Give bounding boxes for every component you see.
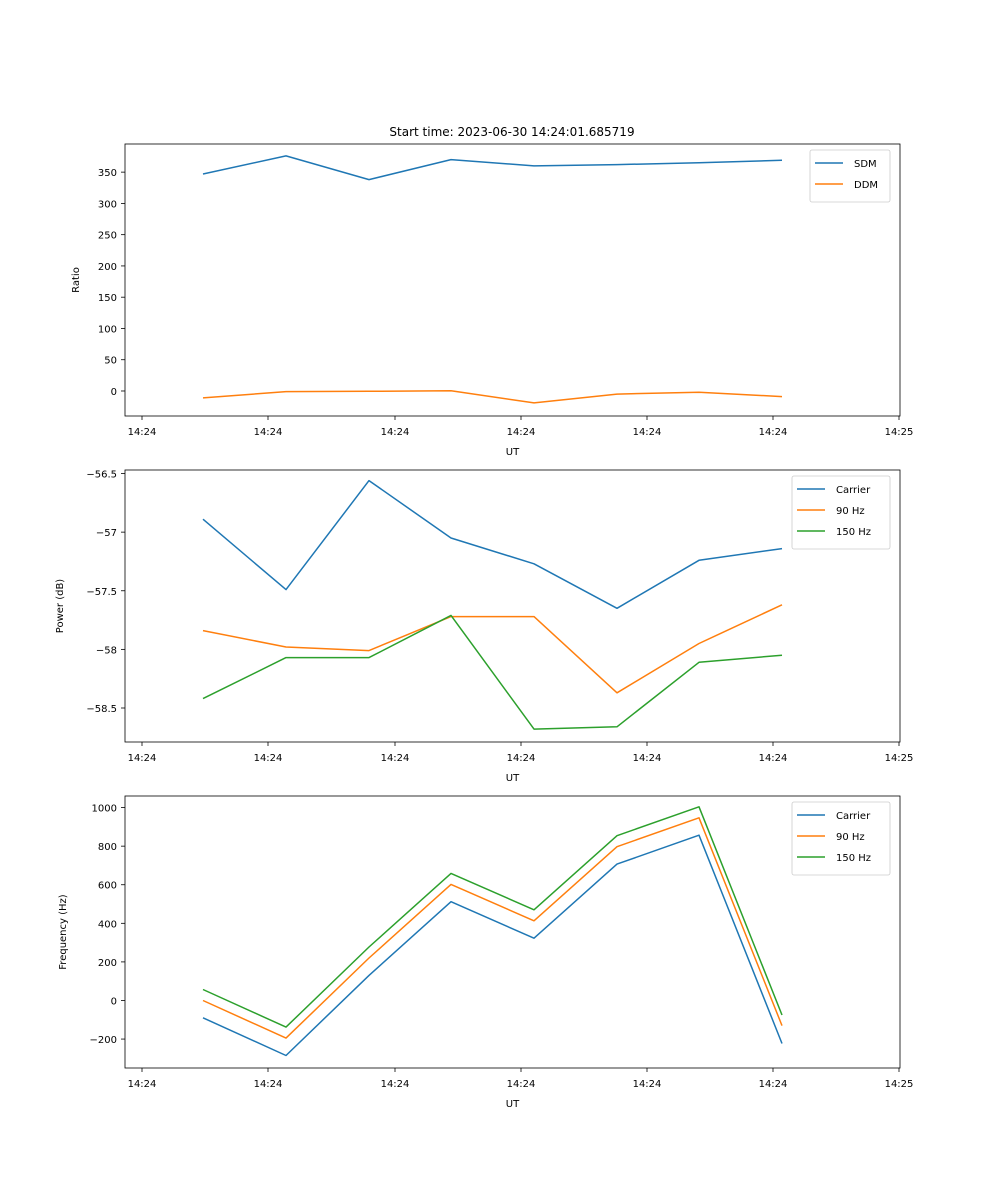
subplot-1: 14:24 14:24 14:24 14:24 14:24 14:24 14:25 UT 0 50…: [71, 143, 914, 458]
y-tick-label: −58: [96, 645, 117, 656]
x-tick-label: 14:25: [885, 753, 914, 764]
x-tick-label: 14:24: [507, 1079, 536, 1090]
legend-frame: [809, 149, 891, 203]
subplot-3: 14:24 14:24 14:24 14:24 14:24 14:24 14:25 UT −20…: [58, 795, 914, 1110]
x-tick-label: 14:24: [254, 427, 283, 438]
legend: Carrier 90 Hz 150 Hz: [791, 475, 891, 550]
x-tick-label: 14:24: [254, 753, 283, 764]
y-tick-label: 350: [98, 168, 117, 179]
axes-frame: [124, 143, 901, 417]
y-tick-label: 400: [98, 919, 117, 930]
series-line-sdm: [202, 155, 783, 181]
series-line-150-hz: [202, 614, 783, 730]
x-tick-label: 14:24: [381, 1079, 410, 1090]
y-tick-label: 300: [98, 199, 117, 210]
legend-label: 150 Hz: [836, 853, 871, 864]
x-tick-label: 14:24: [633, 1079, 662, 1090]
y-tick-label: 200: [98, 262, 117, 273]
y-tick-label: 200: [98, 958, 117, 969]
y-tick-label: 50: [104, 356, 117, 367]
x-tick-label: 14:24: [759, 1079, 788, 1090]
y-tick-label: 0: [111, 387, 117, 398]
legend-label: Carrier: [836, 485, 871, 496]
legend-label: 150 Hz: [836, 527, 871, 538]
x-tick-label: 14:24: [759, 753, 788, 764]
y-axis-label: Ratio: [71, 267, 82, 293]
legend-label: SDM: [854, 159, 877, 170]
y-tick-label: −58.5: [86, 704, 117, 715]
series-line-ddm: [202, 389, 783, 404]
x-tick-label: 14:25: [885, 1079, 914, 1090]
x-axis-label: UT: [506, 447, 520, 458]
x-tick-label: 14:24: [507, 753, 536, 764]
series-line-90-hz: [202, 604, 783, 694]
x-tick-label: 14:24: [128, 427, 157, 438]
x-axis-label: UT: [506, 1099, 520, 1110]
axes-frame: [124, 469, 901, 743]
y-tick-label: 800: [98, 842, 117, 853]
axes-frame: [124, 795, 901, 1069]
y-axis-label: Power (dB): [55, 579, 66, 634]
x-tick-label: 14:24: [507, 427, 536, 438]
x-tick-label: 14:24: [633, 753, 662, 764]
legend-label: 90 Hz: [836, 832, 865, 843]
y-tick-label: 1000: [92, 804, 117, 815]
y-tick-label: −57.5: [86, 587, 117, 598]
x-tick-label: 14:24: [254, 1079, 283, 1090]
x-tick-label: 14:24: [381, 753, 410, 764]
x-tick-label: 14:24: [128, 753, 157, 764]
subplot-2: 14:24 14:24 14:24 14:24 14:24 14:24 14:25 UT −56…: [55, 470, 913, 784]
legend-label: DDM: [854, 180, 878, 191]
legend: Carrier 90 Hz 150 Hz: [791, 801, 891, 876]
y-tick-label: 250: [98, 231, 117, 242]
series-line-90-hz: [202, 817, 783, 1039]
x-tick-label: 14:24: [759, 427, 788, 438]
legend-label: Carrier: [836, 811, 871, 822]
y-tick-label: 100: [98, 324, 117, 335]
x-tick-label: 14:24: [381, 427, 410, 438]
legend: SDM DDM: [809, 149, 891, 203]
x-tick-label: 14:25: [885, 427, 914, 438]
chart-title: Start time: 2023-06-30 14:24:01.685719: [389, 125, 634, 139]
series-line-150-hz: [202, 806, 783, 1028]
y-tick-label: −56.5: [86, 470, 117, 481]
y-tick-label: −57: [96, 528, 117, 539]
y-tick-label: 600: [98, 881, 117, 892]
series-line-carrier: [202, 834, 783, 1057]
y-tick-label: 150: [98, 293, 117, 304]
x-axis-label: UT: [506, 773, 520, 784]
x-tick-label: 14:24: [633, 427, 662, 438]
series-line-carrier: [202, 479, 783, 610]
legend-label: 90 Hz: [836, 506, 865, 517]
y-tick-label: 0: [111, 996, 117, 1007]
y-tick-label: −200: [90, 1035, 117, 1046]
x-tick-label: 14:24: [128, 1079, 157, 1090]
y-axis-label: Frequency (Hz): [58, 894, 69, 970]
